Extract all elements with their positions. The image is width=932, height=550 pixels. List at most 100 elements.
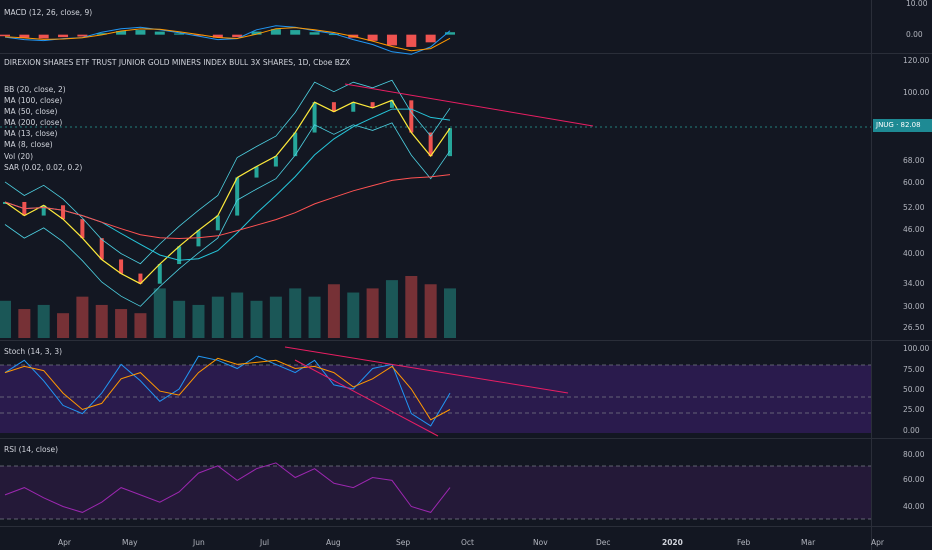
stoch-tick-0: 0.00 <box>903 426 920 435</box>
candle <box>428 132 433 157</box>
candle <box>351 102 356 112</box>
volume-bar <box>444 288 456 338</box>
candle <box>389 100 394 108</box>
volume-bar <box>76 296 89 338</box>
macd-histogram-bar <box>251 31 262 35</box>
main-title[interactable]: DIREXION SHARES ETF TRUST JUNIOR GOLD MI… <box>4 58 351 67</box>
macd-histogram-bar <box>154 31 165 35</box>
time-axis[interactable]: Apr May Jun Jul Aug Sep Oct Nov Dec 2020… <box>58 538 885 547</box>
time-tick-dec: Dec <box>596 538 611 547</box>
macd-histogram-bar <box>135 30 146 35</box>
volume-bar <box>192 304 205 338</box>
price-tick-68: 68.00 <box>903 156 925 165</box>
candle <box>157 264 162 284</box>
macd-histogram-bar <box>386 34 397 46</box>
bb-lower <box>4 122 451 307</box>
macd-histogram-bar <box>58 34 69 38</box>
candle <box>254 166 259 178</box>
macd-title[interactable]: MACD (12, 26, close, 9) <box>4 8 93 17</box>
indicator-ma-100[interactable]: MA (100, close) <box>4 96 63 106</box>
indicator-ma-13[interactable]: MA (13, close) <box>4 129 58 139</box>
indicator-sar[interactable]: SAR (0.02, 0.02, 0.2) <box>4 162 83 172</box>
macd-histogram-bar <box>212 34 223 38</box>
stoch-series <box>4 355 451 427</box>
time-tick-feb: Feb <box>737 538 751 547</box>
macd-histogram-bar <box>193 34 204 36</box>
macd-histogram-bar <box>445 32 455 35</box>
indicator-vol[interactable]: Vol (20) <box>4 151 34 161</box>
price-axis[interactable]: 10.00 0.00 120.00 100.00 68.00 60.00 52.… <box>903 0 929 511</box>
candle <box>119 259 124 274</box>
stoch-title[interactable]: Stoch (14, 3, 3) <box>4 347 63 356</box>
volume-bar <box>173 300 186 338</box>
volume-bar <box>18 309 31 338</box>
macd-histogram-bar <box>96 33 107 35</box>
macd-histogram-bar <box>116 30 127 35</box>
candle <box>3 201 7 204</box>
time-tick-apr-2020: Apr <box>871 538 885 547</box>
volume-bar <box>405 276 418 338</box>
candle <box>273 156 278 167</box>
guide-lines <box>0 126 871 520</box>
ma-200-line <box>4 174 451 240</box>
volume-bar <box>115 309 128 338</box>
macd-histogram-bar <box>232 34 243 38</box>
price-tick-100: 100.00 <box>903 88 929 97</box>
volume-bar <box>37 304 50 338</box>
stoch-tick-100: 100.00 <box>903 344 929 353</box>
price-tick-120: 120.00 <box>903 56 929 65</box>
macd-histogram-bar <box>328 34 339 36</box>
time-tick-may: May <box>122 538 138 547</box>
candle <box>196 230 201 247</box>
time-tick-jul: Jul <box>259 538 269 547</box>
indicator-ma-8[interactable]: MA (8, close) <box>4 140 53 150</box>
indicator-ma-200[interactable]: MA (200, close) <box>4 118 63 128</box>
candle <box>370 102 375 108</box>
stoch-band <box>0 365 871 433</box>
macd-histogram-bar <box>38 34 49 39</box>
macd-histogram-bar <box>290 30 301 35</box>
stoch-k-line <box>4 355 451 427</box>
candle <box>235 177 240 216</box>
time-tick-aug: Aug <box>326 538 341 547</box>
indicator-legend: BB (20, close, 2) MA (100, close) MA (50… <box>4 84 82 173</box>
candle <box>99 238 104 260</box>
time-tick-apr: Apr <box>58 538 72 547</box>
price-tick-46: 46.00 <box>903 225 925 234</box>
candle <box>331 102 336 112</box>
candle <box>409 100 414 133</box>
indicator-bb[interactable]: BB (20, close, 2) <box>4 85 66 94</box>
candle <box>312 102 317 133</box>
price-tick-30: 30.00 <box>903 302 925 311</box>
time-tick-2020: 2020 <box>662 538 683 547</box>
price-tick-52: 52.00 <box>903 203 925 212</box>
stoch-lower-trendline <box>294 359 439 437</box>
indicator-ma-50[interactable]: MA (50, close) <box>4 107 58 117</box>
macd-histogram-bar <box>425 34 436 43</box>
macd-histogram-bar <box>0 34 10 37</box>
macd-histogram-bar <box>406 34 417 47</box>
last-price-badge: JNUG · 82.08 <box>873 119 932 132</box>
volume-bar <box>211 296 224 338</box>
volume-bar <box>385 280 398 338</box>
macd-histogram-bar <box>270 29 281 35</box>
volume-bar <box>269 296 282 338</box>
close-line <box>4 99 451 285</box>
candle <box>177 246 182 265</box>
volume-bar <box>153 288 166 338</box>
time-tick-sep: Sep <box>396 538 410 547</box>
volume-bar <box>250 300 263 338</box>
signal-line <box>4 27 451 52</box>
volume-bar <box>289 288 302 338</box>
volume-bar <box>366 288 379 338</box>
volume-bar <box>347 292 360 338</box>
volume-bar <box>231 292 244 338</box>
stoch-d-line <box>4 357 451 421</box>
rsi-title[interactable]: RSI (14, close) <box>4 445 59 454</box>
price-tick-34: 34.00 <box>903 279 925 288</box>
candle <box>138 273 143 284</box>
volume-bar <box>327 284 340 338</box>
macd-tick-10: 10.00 <box>906 0 928 8</box>
